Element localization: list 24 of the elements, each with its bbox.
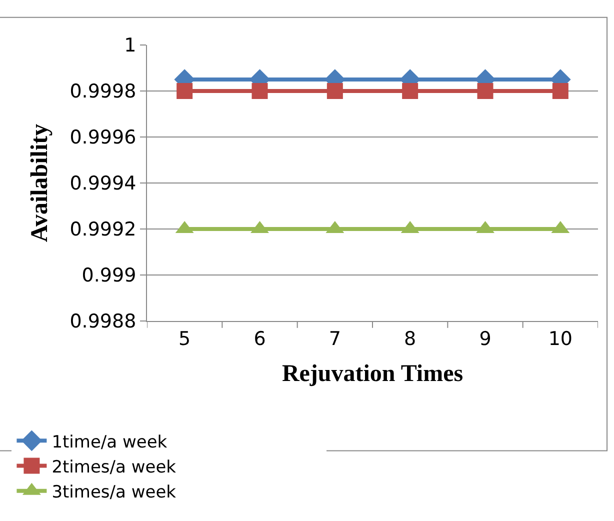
y-tick-label: 0.9994 [70,172,136,195]
x-tick-label: 10 [548,328,573,350]
legend-label: 1time/a week [52,432,168,452]
point [176,83,193,99]
legend-label: 2times/a week [52,457,176,478]
point [326,83,343,99]
x-tick-label: 7 [328,328,341,350]
y-tick-label: 0.9992 [70,218,136,241]
y-tick-label: 0.9988 [70,310,136,333]
y-tick-label: 0.999 [82,264,136,287]
legend-label: 3times/a week [52,482,176,502]
point [477,83,494,99]
x-tick-label: 9 [479,328,492,350]
x-tick-label: 6 [254,328,266,350]
point [552,83,568,99]
x-axis-title: Rejuvation Times [282,361,464,388]
y-tick-label: 0.9996 [70,126,136,149]
y-tick-label: 1 [124,34,136,57]
y-axis-title: Availability [26,124,53,242]
x-tick-label: 8 [404,328,416,350]
point [252,83,268,99]
point [402,83,418,99]
y-tick-label: 0.9998 [70,80,136,103]
x-tick-label: 5 [178,328,191,350]
